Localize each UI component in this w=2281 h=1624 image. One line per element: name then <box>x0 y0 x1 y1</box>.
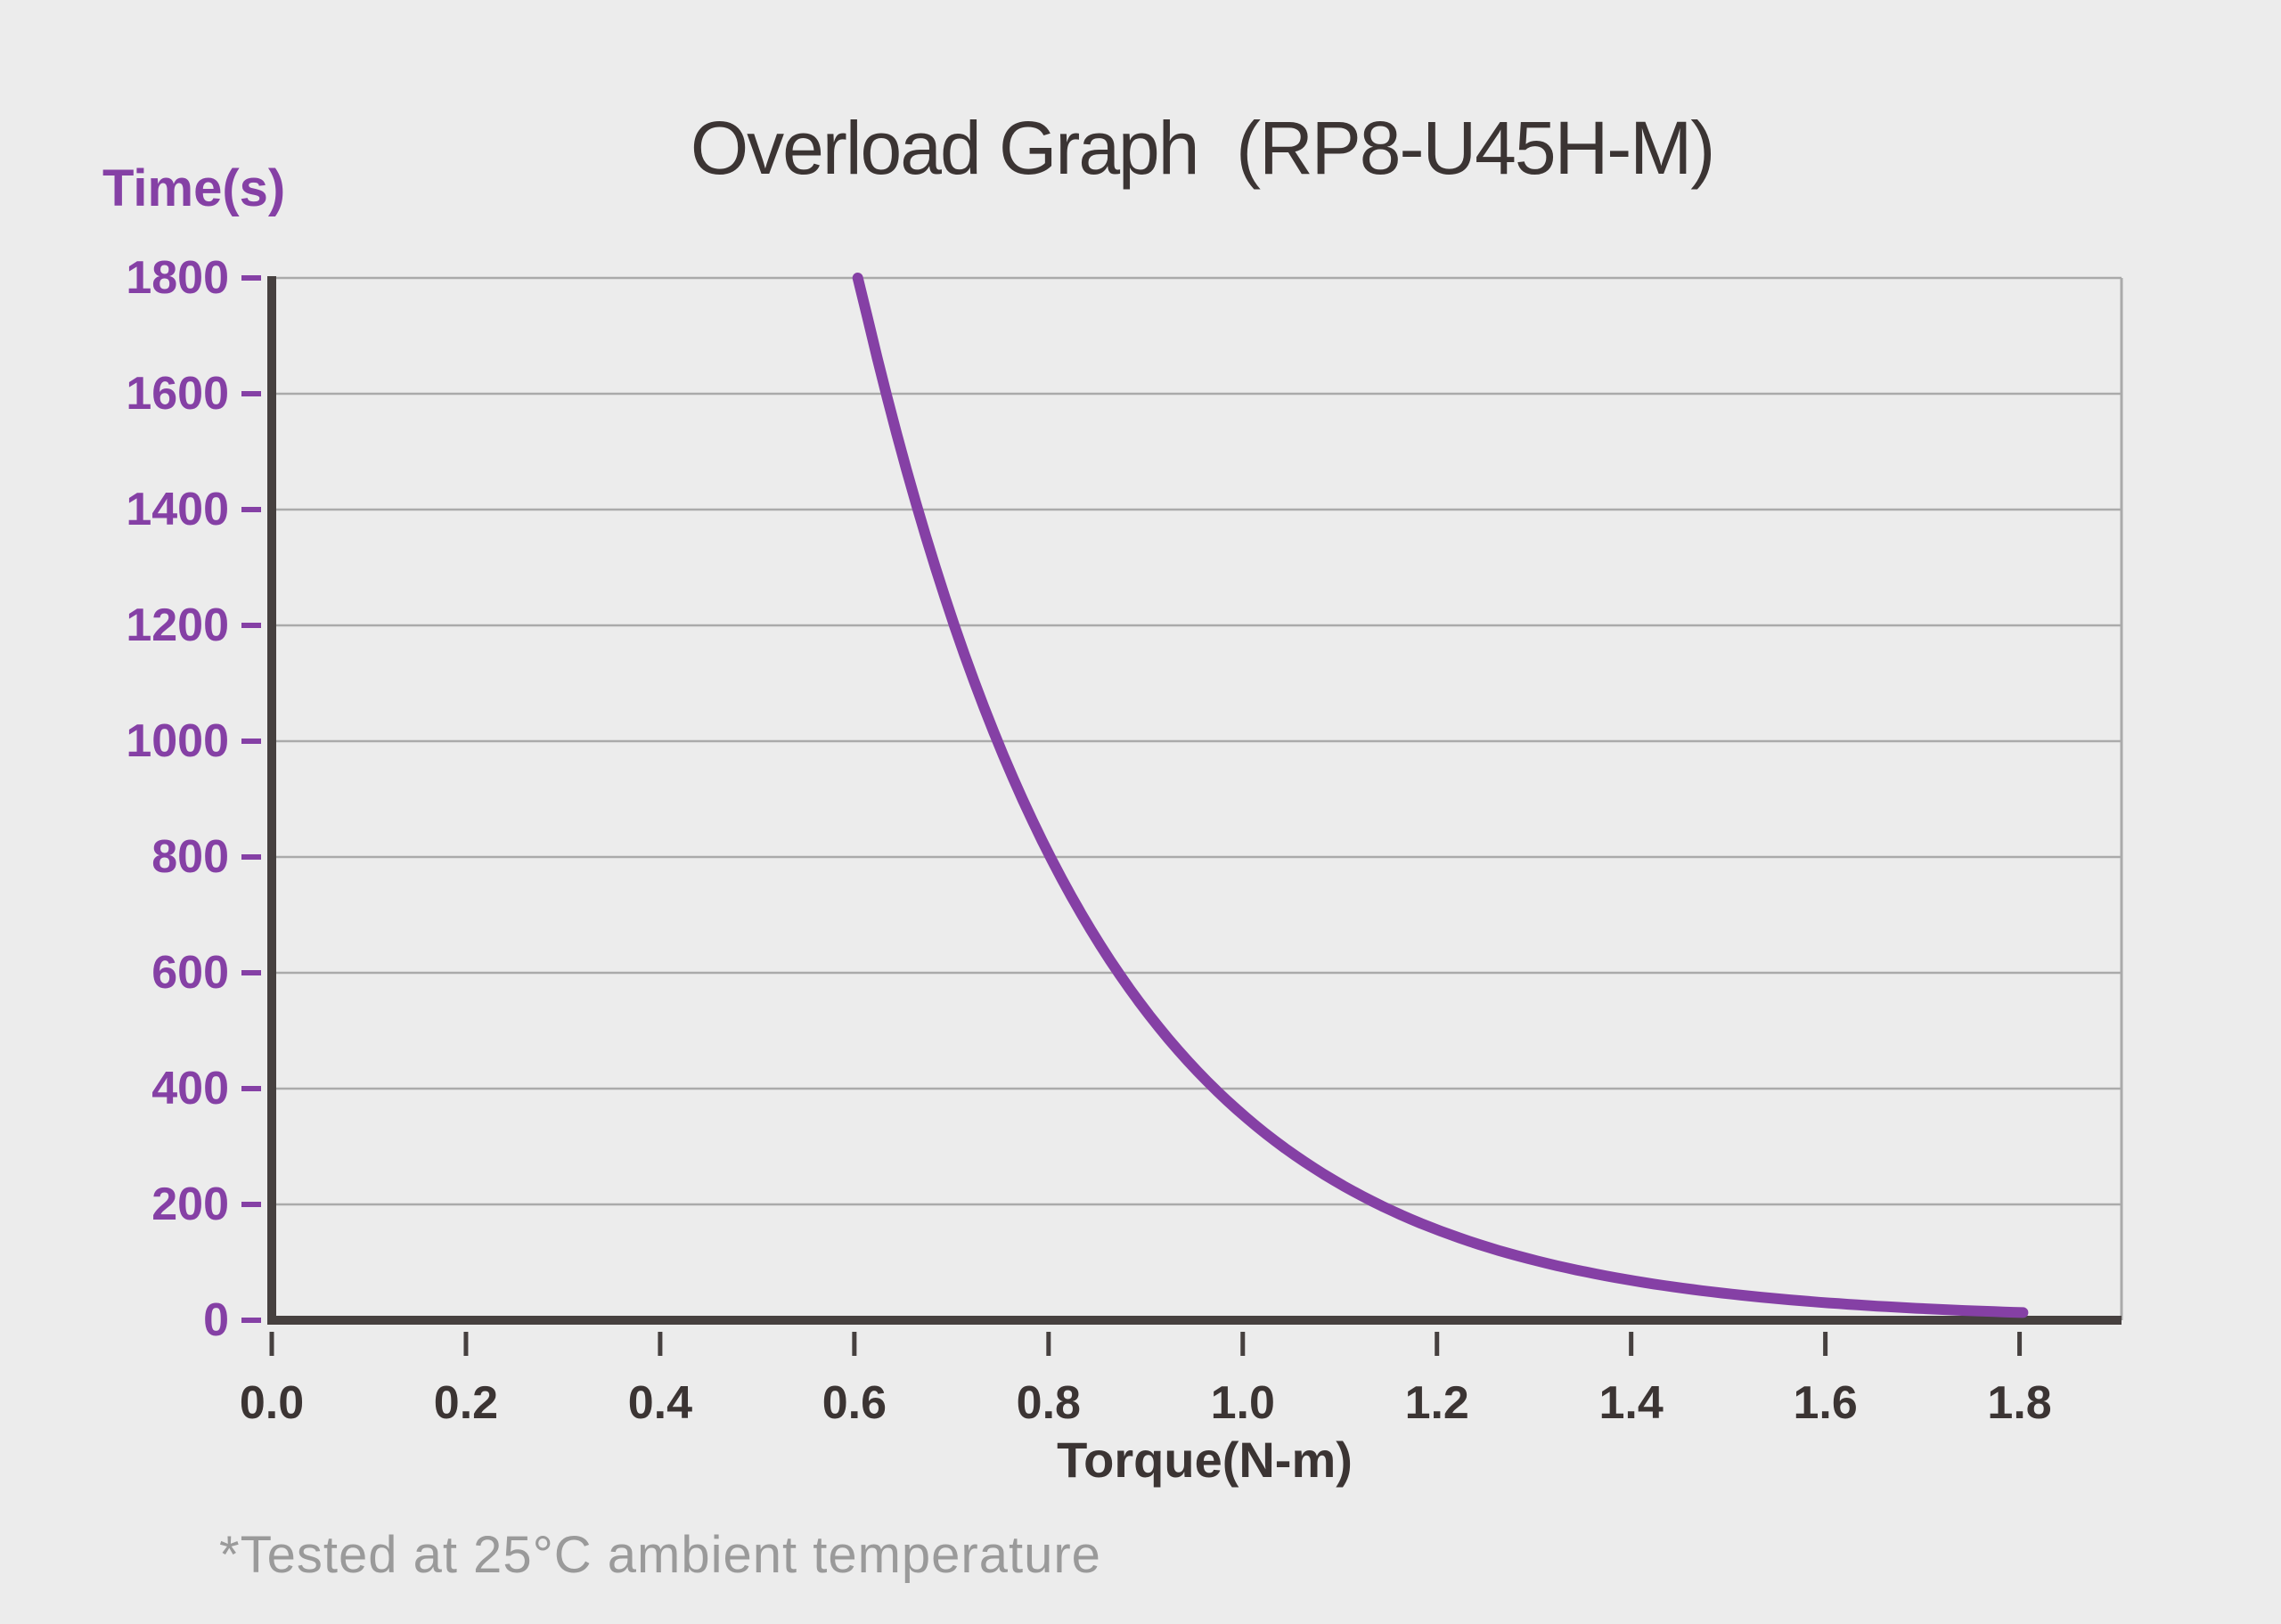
x-tick-label-1.8: 1.8 <box>1987 1377 2051 1429</box>
y-tick-label-1000: 1000 <box>126 715 229 767</box>
y-tick-label-1600: 1600 <box>126 368 229 420</box>
y-tick-label-600: 600 <box>151 947 229 999</box>
y-tick-label-400: 400 <box>151 1063 229 1114</box>
y-axis-ticks: 0 200 400 600 800 1000 1200 1400 1600 1800 <box>126 252 261 1346</box>
y-tick-label-800: 800 <box>151 831 229 883</box>
x-tick-label-0.0: 0.0 <box>240 1377 304 1429</box>
x-axis-title: Torque(N-m) <box>1057 1432 1353 1488</box>
chart-title: Overload Graph (RP8-U45H-M) <box>690 106 1715 190</box>
y-axis-title: Time(s) <box>102 159 286 217</box>
y-tick-label-0: 0 <box>203 1294 229 1346</box>
x-tick-label-0.2: 0.2 <box>434 1377 498 1429</box>
y-tick-label-200: 200 <box>151 1179 229 1230</box>
x-tick-label-0.4: 0.4 <box>628 1377 692 1429</box>
y-tick-label-1200: 1200 <box>126 600 229 651</box>
overload-curve-path <box>852 273 2029 1318</box>
x-tick-label-0.8: 0.8 <box>1017 1377 1081 1429</box>
x-tick-label-1.0: 1.0 <box>1211 1377 1275 1429</box>
y-tick-label-1400: 1400 <box>126 484 229 535</box>
axes <box>267 276 2122 1325</box>
x-tick-label-0.6: 0.6 <box>822 1377 887 1429</box>
footnote: *Tested at 25°C ambient temperature <box>219 1526 1101 1584</box>
x-tick-label-1.4: 1.4 <box>1599 1377 1664 1429</box>
x-axis-ticks: 0.0 0.2 0.4 0.6 0.8 1.0 1.2 1.4 1.6 1.8 <box>240 1332 2052 1429</box>
y-tick-label-1800: 1800 <box>126 252 229 304</box>
x-tick-label-1.6: 1.6 <box>1793 1377 1857 1429</box>
gridlines <box>272 276 2122 1206</box>
overload-curve <box>852 273 2029 1318</box>
x-tick-label-1.2: 1.2 <box>1405 1377 1469 1429</box>
